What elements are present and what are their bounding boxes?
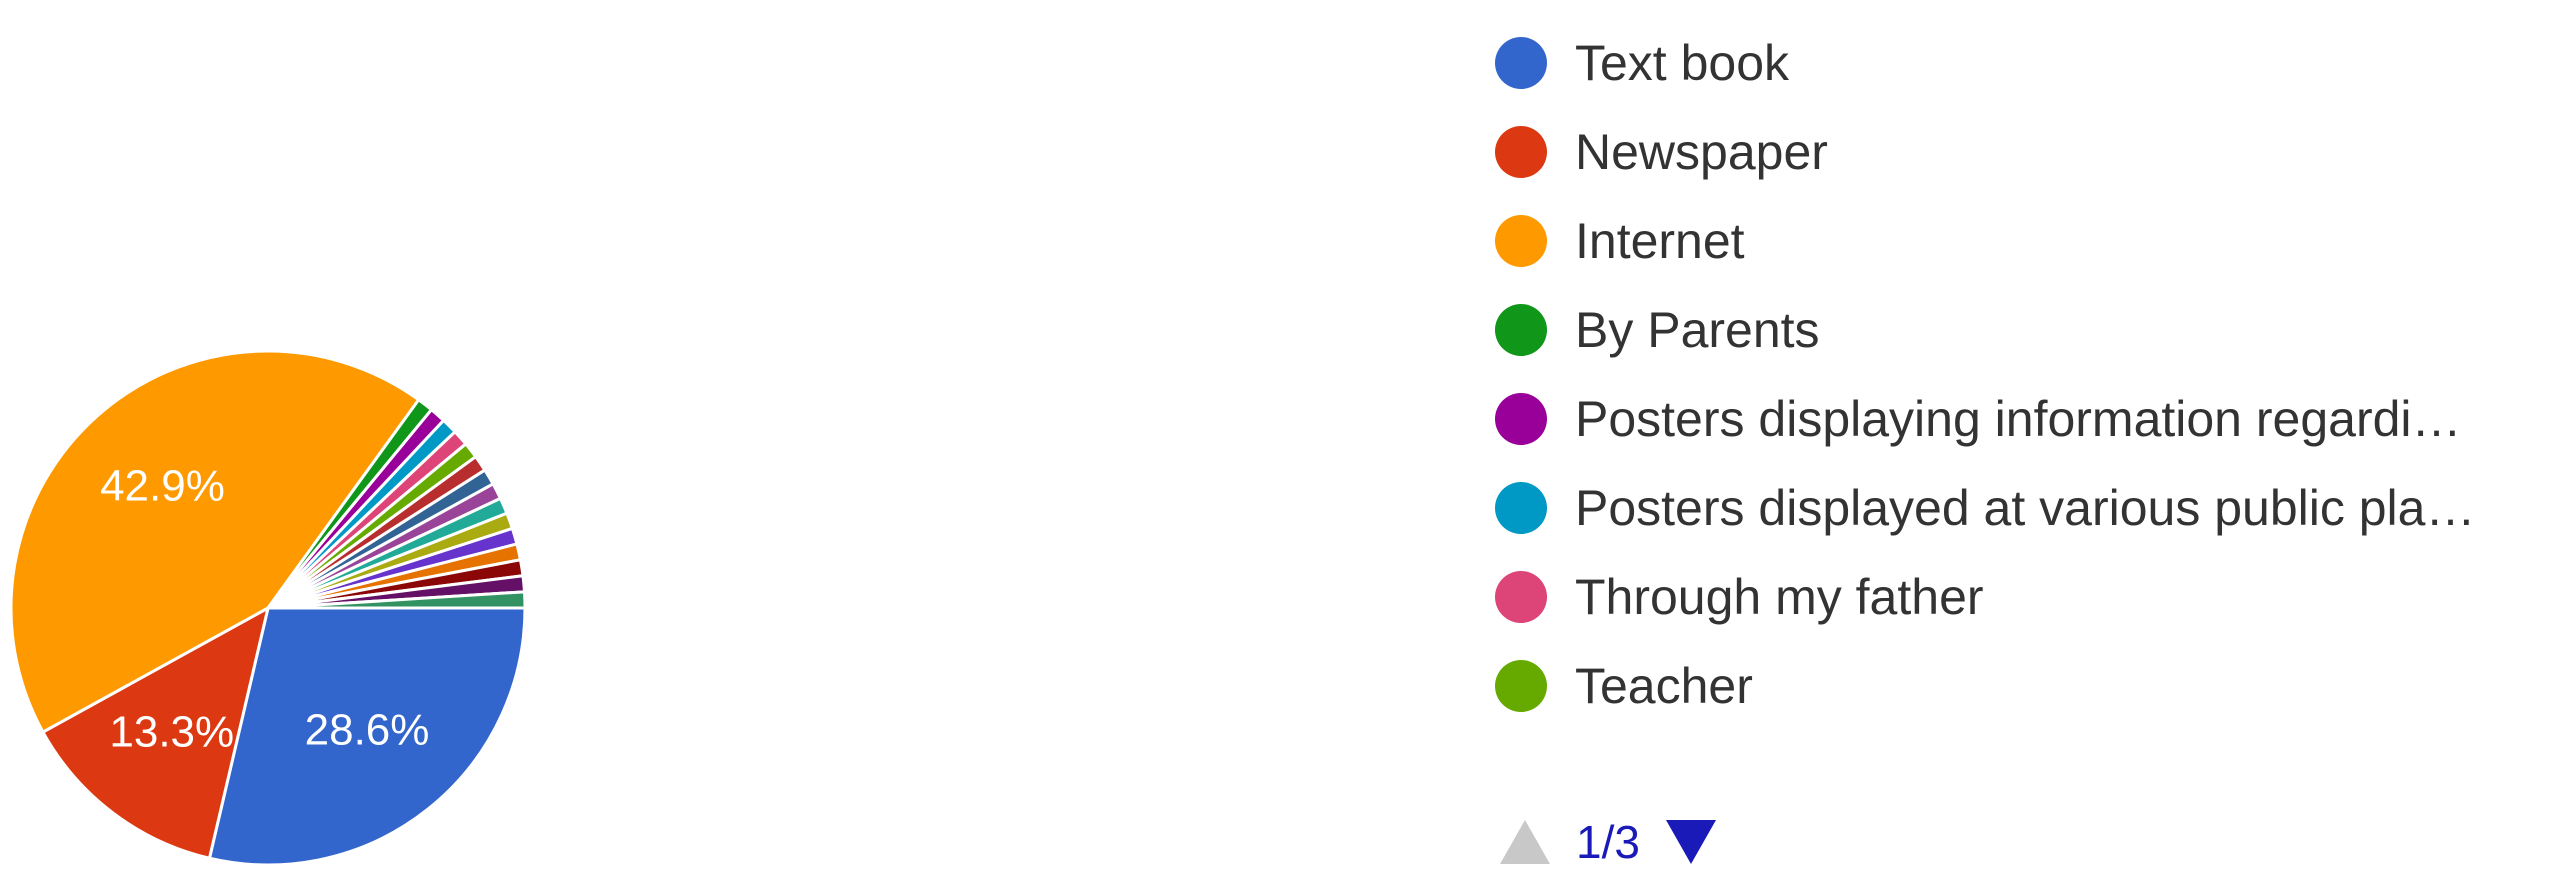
legend-item-through-my-father[interactable]: Through my father	[1495, 552, 2572, 641]
legend-label: By Parents	[1575, 301, 1820, 358]
legend-label: Newspaper	[1575, 123, 1828, 180]
legend-label: Through my father	[1575, 568, 1984, 625]
legend-swatch-icon	[1495, 36, 1547, 89]
legend: Text book Newspaper Internet By Parents …	[1495, 18, 2572, 730]
triangle-down-icon[interactable]	[1665, 820, 1716, 864]
legend-item-posters-public-places[interactable]: Posters displayed at various public pla…	[1495, 463, 2572, 552]
legend-label: Text book	[1575, 34, 1790, 91]
legend-item-text-book[interactable]: Text book	[1495, 18, 2572, 107]
pie-slice-0[interactable]	[207, 606, 527, 867]
pie-slice-label-2: 42.9%	[100, 461, 225, 510]
legend-swatch-icon	[1495, 125, 1547, 178]
pie-slice-2[interactable]	[9, 349, 421, 735]
pie-chart: 28.6% 13.3% 42.9%	[9, 349, 527, 867]
triangle-up-icon[interactable]	[1500, 820, 1550, 864]
legend-label: Posters displaying information regardi…	[1575, 390, 2462, 447]
pie-slice-label-0: 28.6%	[305, 705, 430, 754]
legend-label: Posters displayed at various public pla…	[1575, 479, 2476, 536]
pager-page-indicator: 1/3	[1576, 816, 1640, 868]
legend-item-posters-information[interactable]: Posters displaying information regardi…	[1495, 374, 2572, 463]
pie-slice-1[interactable]	[40, 605, 271, 861]
legend-item-newspaper[interactable]: Newspaper	[1495, 107, 2572, 196]
legend-swatch-icon	[1495, 481, 1547, 534]
pie-slice-17[interactable]	[267, 590, 527, 610]
legend-swatch-icon	[1495, 659, 1547, 712]
legend-swatch-icon	[1495, 570, 1547, 623]
legend-pager: 1/3	[1500, 812, 1716, 872]
legend-label: Internet	[1575, 212, 1745, 269]
legend-label: Teacher	[1575, 657, 1753, 714]
legend-item-teacher[interactable]: Teacher	[1495, 641, 2572, 730]
legend-swatch-icon	[1495, 214, 1547, 267]
legend-item-by-parents[interactable]: By Parents	[1495, 285, 2572, 374]
legend-swatch-icon	[1495, 303, 1547, 356]
legend-swatch-icon	[1495, 392, 1547, 445]
pie-slice-label-1: 13.3%	[109, 708, 234, 757]
legend-item-internet[interactable]: Internet	[1495, 196, 2572, 285]
